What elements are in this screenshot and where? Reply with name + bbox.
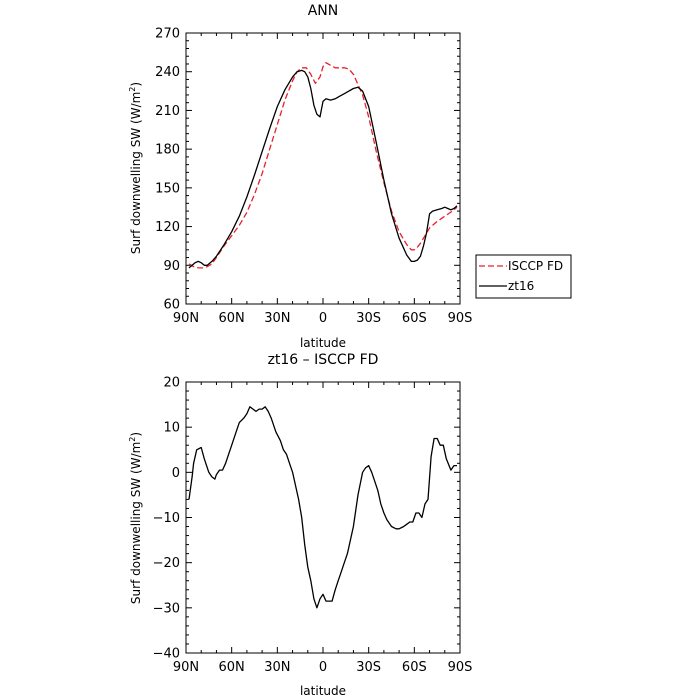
top-y-axis-label: Surf downwelling SW (W/m2) [128,82,143,254]
bottom-y-tick-label: 20 [163,376,180,391]
top-x-tick-label: 60S [402,311,427,326]
top-y-tick-label: 270 [155,27,180,42]
bottom-x-tick-label: 30N [264,660,290,675]
top-series-line-isccp-fd [188,62,458,269]
top-y-tick-label: 60 [163,298,180,313]
legend-box [475,254,572,299]
bottom-y-axis-label-main: Surf downwelling SW (W/m [129,442,143,604]
top-y-tick-label: 210 [155,104,180,119]
top-x-axis-label: latitude [300,336,346,350]
legend-label-zt16: zt16 [508,279,534,293]
top-x-tick-label: 60N [219,311,245,326]
top-y-tick-label: 150 [155,181,180,196]
bottom-x-tick-label: 0 [319,660,327,675]
bottom-x-ticks: 90N 60N 30N 0 30S 60S 90S [173,382,473,675]
bottom-chart-title: zt16 – ISCCP FD [268,352,379,368]
top-x-tick-label: 90S [448,311,473,326]
top-plot-frame [185,32,461,305]
bottom-y-axis-label-close: ) [129,432,143,437]
bottom-x-axis-label: latitude [300,684,346,698]
top-y-tick-label: 120 [155,220,180,235]
top-chart-title: ANN [308,3,339,19]
bottom-y-tick-label: −10 [153,511,180,526]
bottom-x-tick-label: 90S [448,660,473,675]
top-y-tick-label: 240 [155,65,180,80]
top-x-tick-label: 30N [264,311,290,326]
top-chart-panel: ANN latitude Surf downwelling SW (W/m2) … [128,3,472,350]
bottom-y-tick-label: −20 [153,556,180,571]
bottom-y-axis-label: Surf downwelling SW (W/m2) [128,432,143,604]
bottom-x-tick-label: 30S [356,660,381,675]
bottom-series-lines [188,406,457,609]
top-y-tick-label: 180 [155,143,180,158]
bottom-x-tick-label: 90N [173,660,199,675]
top-y-axis-label-close: ) [129,82,143,87]
legend: ISCCP FD zt16 [475,254,572,299]
top-series-lines [188,62,458,269]
bottom-series-line-difference [188,406,457,609]
bottom-chart-panel: zt16 – ISCCP FD latitude Surf downwellin… [128,352,472,698]
top-x-ticks: 90N 60N 30N 0 30S 60S 90S [173,33,473,326]
top-y-ticks: 60 90 120 150 180 210 240 270 [155,27,460,313]
bottom-y-tick-label: 0 [172,466,180,481]
bottom-plot-frame [185,381,461,654]
bottom-y-tick-label: −30 [153,601,180,616]
bottom-y-tick-label: −40 [153,647,180,662]
top-x-tick-label: 90N [173,311,199,326]
bottom-x-tick-label: 60N [219,660,245,675]
legend-label-isccp-fd: ISCCP FD [508,259,563,273]
bottom-x-tick-label: 60S [402,660,427,675]
top-y-tick-label: 90 [163,259,180,274]
bottom-y-axis-label-exponent: 2 [128,437,137,442]
top-y-axis-label-main: Surf downwelling SW (W/m [129,92,143,254]
top-x-tick-label: 30S [356,311,381,326]
bottom-y-tick-label: 10 [163,421,180,436]
top-x-tick-label: 0 [319,311,327,326]
top-series-line-zt16 [188,69,458,269]
top-y-axis-label-exponent: 2 [128,87,137,92]
